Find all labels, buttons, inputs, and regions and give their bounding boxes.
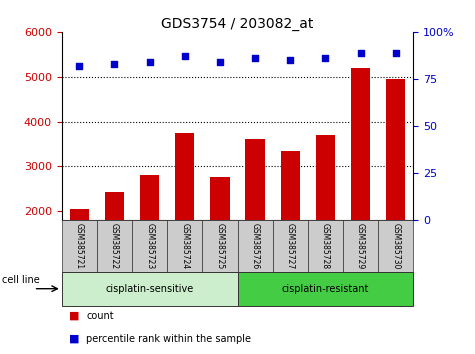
Bar: [343, 220, 378, 272]
Bar: [140, 175, 159, 301]
Point: [322, 55, 329, 61]
Point: [181, 53, 189, 59]
Bar: [273, 220, 308, 272]
Bar: [351, 68, 370, 301]
Text: cell line: cell line: [2, 275, 40, 285]
Bar: [308, 220, 343, 272]
Bar: [62, 272, 238, 306]
Bar: [246, 139, 265, 301]
Text: cisplatin-sensitive: cisplatin-sensitive: [105, 284, 194, 294]
Text: ■: ■: [69, 334, 79, 344]
Point: [111, 61, 118, 67]
Text: GSM385724: GSM385724: [180, 223, 189, 269]
Point: [286, 57, 294, 63]
Bar: [105, 193, 124, 301]
Bar: [70, 209, 89, 301]
Bar: [175, 133, 194, 301]
Bar: [62, 220, 97, 272]
Text: GSM385730: GSM385730: [391, 223, 400, 269]
Text: cisplatin-resistant: cisplatin-resistant: [282, 284, 369, 294]
Bar: [97, 220, 132, 272]
Bar: [238, 272, 413, 306]
Point: [392, 50, 399, 56]
Text: GSM385727: GSM385727: [286, 223, 294, 269]
Text: GSM385728: GSM385728: [321, 223, 330, 269]
Bar: [202, 220, 238, 272]
Text: GSM385729: GSM385729: [356, 223, 365, 269]
Bar: [238, 220, 273, 272]
Text: count: count: [86, 311, 114, 321]
Text: GSM385723: GSM385723: [145, 223, 154, 269]
Point: [76, 63, 83, 69]
Text: GSM385725: GSM385725: [216, 223, 224, 269]
Bar: [386, 79, 405, 301]
Title: GDS3754 / 203082_at: GDS3754 / 203082_at: [162, 17, 314, 31]
Bar: [132, 220, 167, 272]
Text: GSM385726: GSM385726: [251, 223, 259, 269]
Point: [216, 59, 224, 65]
Bar: [167, 220, 202, 272]
Bar: [210, 177, 229, 301]
Point: [251, 55, 259, 61]
Point: [357, 50, 364, 56]
Point: [146, 59, 153, 65]
Text: GSM385722: GSM385722: [110, 223, 119, 269]
Text: GSM385721: GSM385721: [75, 223, 84, 269]
Text: percentile rank within the sample: percentile rank within the sample: [86, 334, 251, 344]
Bar: [378, 220, 413, 272]
Text: ■: ■: [69, 311, 79, 321]
Bar: [281, 151, 300, 301]
Bar: [316, 135, 335, 301]
